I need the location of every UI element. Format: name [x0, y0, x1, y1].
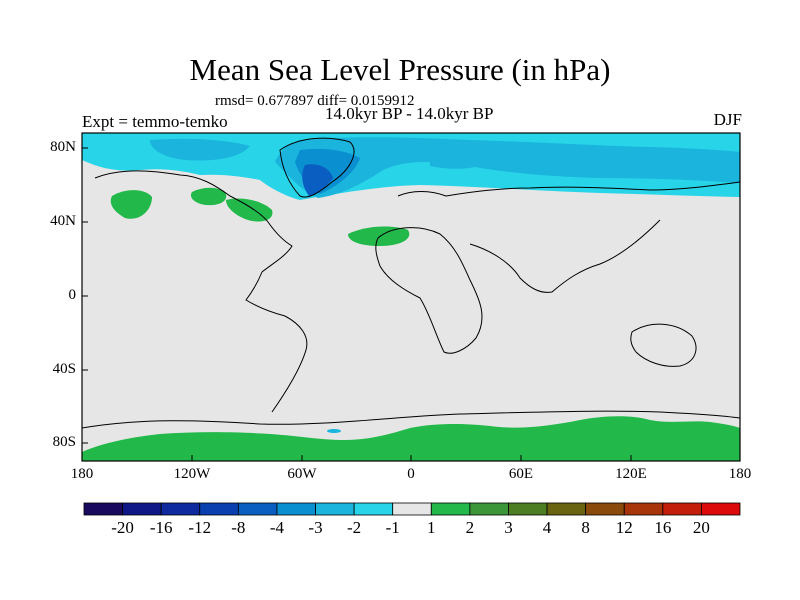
colorbar-box: [315, 502, 355, 516]
lon-label: 120E: [615, 466, 647, 482]
colorbar-box: [508, 502, 548, 516]
colorbar-box: [199, 502, 239, 516]
lon-label: 180: [728, 466, 752, 482]
colorbar-box: [430, 502, 471, 516]
lat-label: 40N: [50, 213, 76, 229]
colorbar-label: 16: [654, 518, 672, 537]
colorbar-label: 4: [542, 518, 552, 537]
colorbar-box: [585, 502, 625, 516]
colorbar-label: -1: [385, 518, 400, 537]
colorbar: [83, 502, 741, 516]
colorbar-label: -12: [188, 518, 212, 537]
lat-label: 0: [68, 287, 77, 303]
lon-label: 180: [70, 466, 94, 482]
colorbar-label: 20: [692, 518, 710, 537]
lon-label: 60W: [287, 466, 317, 482]
colorbar-box: [662, 502, 702, 516]
colorbar-label: 1: [427, 518, 436, 537]
lat-label: 40S: [52, 361, 76, 377]
colorbar-box: [469, 502, 509, 516]
colorbar-box: [160, 502, 201, 516]
colorbar-box: [237, 502, 278, 516]
lon-label: 60E: [508, 466, 534, 482]
statistics-label: rmsd= 0.677897 diff= 0.0159912: [215, 93, 415, 109]
positive-anomaly-south: [82, 416, 740, 461]
colorbar-box: [392, 502, 432, 516]
experiment-label: Expt = temmo-temko: [82, 112, 228, 131]
colorbar-label: -20: [111, 518, 134, 537]
colorbar-box: [623, 502, 664, 516]
coastlines: [81, 137, 741, 429]
colorbar-label: 8: [581, 518, 590, 537]
colorbar-label: -3: [308, 518, 323, 537]
colorbar-box: [83, 502, 123, 516]
positive-anomaly-north: [110, 187, 410, 246]
colorbar-box: [122, 502, 162, 516]
colorbar-box: [546, 502, 587, 516]
map-title: Mean Sea Level Pressure (in hPa): [189, 52, 611, 87]
lon-label: 0: [407, 466, 415, 482]
colorbar-label: -2: [347, 518, 362, 537]
colorbar-box: [701, 502, 741, 516]
colorbar-label: -8: [231, 518, 246, 537]
colorbar-label: -4: [269, 518, 285, 537]
negative-anomaly-north: [82, 133, 740, 200]
season-label: DJF: [713, 110, 742, 129]
axis-ticks: [82, 147, 632, 461]
colorbar-label: -16: [149, 518, 173, 537]
subtitle: 14.0kyr BP - 14.0kyr BP: [325, 104, 494, 123]
colorbar-label: 12: [615, 518, 633, 537]
lon-label: 120W: [173, 466, 211, 482]
lat-label: 80N: [50, 139, 76, 155]
colorbar-box: [353, 502, 394, 516]
lat-label: 80S: [52, 434, 76, 450]
colorbar-label: 3: [504, 518, 513, 537]
colorbar-label: 2: [465, 518, 475, 537]
colorbar-box: [276, 502, 316, 516]
